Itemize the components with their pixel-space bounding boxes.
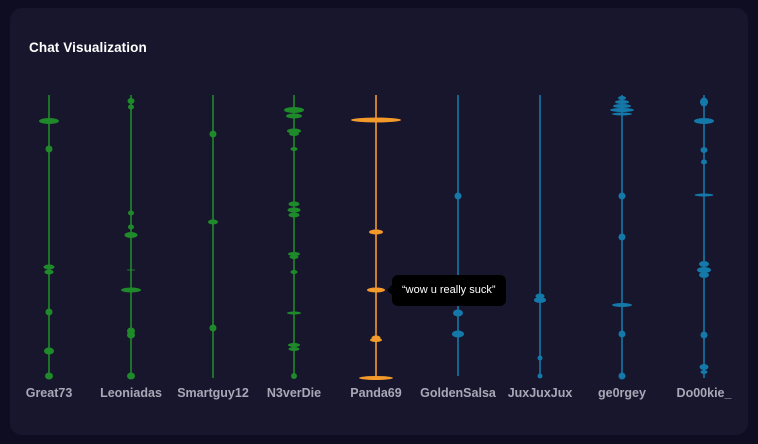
message-blob[interactable] bbox=[618, 330, 626, 338]
message-blob[interactable] bbox=[359, 376, 393, 380]
user-label-juxjuxjux: JuxJuxJux bbox=[507, 386, 573, 400]
user-stem-do00kie_[interactable] bbox=[694, 95, 714, 378]
message-blob[interactable] bbox=[209, 324, 217, 332]
message-blob[interactable] bbox=[290, 270, 298, 274]
message-blob[interactable] bbox=[128, 104, 134, 110]
message-blob[interactable] bbox=[288, 252, 300, 256]
message-blob[interactable] bbox=[618, 233, 626, 241]
message-blob[interactable] bbox=[618, 192, 626, 200]
message-blob[interactable] bbox=[367, 287, 385, 293]
message-blob[interactable] bbox=[291, 373, 297, 379]
user-stem-smartguy12[interactable] bbox=[208, 95, 218, 378]
user-stem-juxjuxjux[interactable] bbox=[534, 95, 546, 379]
message-blob[interactable] bbox=[288, 343, 300, 347]
message-blob[interactable] bbox=[699, 272, 709, 278]
message-blob[interactable] bbox=[454, 192, 462, 200]
message-tooltip: “wow u really suck” bbox=[387, 275, 506, 306]
message-blob[interactable] bbox=[694, 193, 714, 197]
message-blob[interactable] bbox=[697, 267, 711, 273]
message-blob[interactable] bbox=[700, 370, 708, 374]
message-blob[interactable] bbox=[124, 232, 138, 238]
message-blob[interactable] bbox=[351, 117, 401, 123]
message-blob[interactable] bbox=[288, 212, 300, 218]
message-blob[interactable] bbox=[127, 331, 135, 339]
user-label-smartguy12: Smartguy12 bbox=[177, 386, 249, 400]
user-stem-goldensalsa[interactable] bbox=[452, 95, 464, 376]
message-blob[interactable] bbox=[289, 255, 299, 259]
tooltip-text: “wow u really suck” bbox=[402, 284, 496, 296]
message-blob[interactable] bbox=[128, 210, 134, 216]
message-blob[interactable] bbox=[43, 264, 55, 270]
chart-title: Chat Visualization bbox=[29, 40, 147, 55]
message-blob[interactable] bbox=[694, 118, 714, 124]
message-blob[interactable] bbox=[121, 287, 141, 293]
message-blob[interactable] bbox=[45, 308, 53, 316]
message-blob[interactable] bbox=[700, 331, 708, 339]
message-blob[interactable] bbox=[127, 372, 135, 380]
message-blob[interactable] bbox=[612, 112, 632, 116]
message-blob[interactable] bbox=[537, 373, 543, 379]
message-blob[interactable] bbox=[287, 128, 301, 134]
user-stem-ge0rgey[interactable] bbox=[610, 95, 634, 380]
message-blob[interactable] bbox=[610, 108, 634, 112]
message-blob[interactable] bbox=[452, 330, 464, 338]
message-blob[interactable] bbox=[287, 207, 301, 213]
message-blob[interactable] bbox=[369, 229, 383, 235]
message-blob[interactable] bbox=[290, 147, 298, 151]
user-stem-panda69[interactable] bbox=[351, 95, 401, 380]
message-blob[interactable] bbox=[209, 130, 217, 138]
user-label-ge0rgey: ge0rgey bbox=[598, 386, 646, 400]
message-blob[interactable] bbox=[701, 159, 707, 165]
message-blob[interactable] bbox=[370, 338, 382, 342]
message-blob[interactable] bbox=[289, 132, 299, 136]
user-label-great73: Great73 bbox=[25, 386, 73, 400]
user-label-n3verdie: N3verDie bbox=[266, 386, 322, 400]
message-blob[interactable] bbox=[288, 201, 300, 207]
message-blob[interactable] bbox=[288, 347, 300, 351]
message-blob[interactable] bbox=[287, 311, 301, 315]
message-blob[interactable] bbox=[127, 98, 135, 104]
message-blob[interactable] bbox=[45, 145, 53, 153]
message-blob[interactable] bbox=[699, 364, 709, 370]
message-blob[interactable] bbox=[45, 372, 53, 380]
message-blob[interactable] bbox=[44, 347, 54, 355]
message-blob[interactable] bbox=[286, 113, 302, 119]
user-label-do00kie_: Do00kie_ bbox=[676, 386, 732, 400]
user-label-leoniadas: Leoniadas bbox=[100, 386, 162, 400]
message-blob[interactable] bbox=[613, 104, 631, 108]
message-blob[interactable] bbox=[284, 107, 304, 113]
chart-panel: Chat Visualization bbox=[10, 8, 748, 435]
message-blob[interactable] bbox=[453, 309, 463, 317]
message-blob[interactable] bbox=[537, 355, 543, 361]
user-label-goldensalsa: GoldenSalsa bbox=[420, 386, 496, 400]
message-blob[interactable] bbox=[618, 372, 626, 380]
user-label-panda69: Panda69 bbox=[350, 386, 402, 400]
user-stem-n3verdie[interactable] bbox=[284, 95, 304, 379]
user-stem-leoniadas[interactable] bbox=[121, 95, 141, 380]
message-blob[interactable] bbox=[700, 147, 708, 153]
message-blob[interactable] bbox=[534, 297, 546, 303]
message-blob[interactable] bbox=[618, 96, 626, 100]
message-blob[interactable] bbox=[126, 269, 136, 271]
message-blob[interactable] bbox=[612, 303, 632, 307]
message-blob[interactable] bbox=[208, 219, 218, 225]
message-blob[interactable] bbox=[128, 224, 134, 230]
message-blob[interactable] bbox=[699, 261, 709, 267]
user-stem-great73[interactable] bbox=[39, 95, 59, 380]
message-blob[interactable] bbox=[39, 118, 59, 124]
message-blob[interactable] bbox=[615, 100, 629, 104]
message-blob[interactable] bbox=[44, 269, 54, 275]
message-blob[interactable] bbox=[700, 97, 708, 107]
